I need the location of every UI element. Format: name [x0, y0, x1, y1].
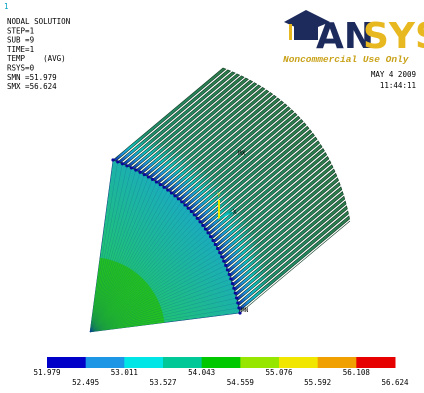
info-line: SUB =9 — [7, 36, 34, 45]
fin-root — [218, 251, 221, 254]
legend-label: 56.108 — [343, 368, 371, 377]
fin-root — [234, 291, 237, 294]
fin-root — [224, 264, 227, 267]
legend-swatch — [279, 357, 318, 368]
fin-root — [111, 158, 114, 161]
fin-root — [235, 296, 238, 299]
legend-swatch — [202, 357, 241, 368]
logo: AN SYS Noncommercial Use Only — [283, 10, 424, 65]
fin-root — [220, 255, 223, 258]
info-line: STEP=1 — [7, 26, 34, 35]
legend-label: 56.624 — [381, 378, 409, 387]
legend-label: 51.979 — [33, 368, 60, 377]
info-line: SMX =56.624 — [7, 82, 57, 91]
info-line: TIME=1 — [7, 45, 34, 54]
fin-root — [236, 301, 239, 304]
legend-swatch — [47, 357, 86, 368]
legend-label: 52.495 — [72, 378, 99, 387]
legend-swatch — [356, 357, 395, 368]
fin-root — [214, 243, 217, 246]
logo-sys: SYS — [363, 16, 424, 57]
legend-label: 54.559 — [227, 378, 254, 387]
legend-label: 54.043 — [188, 368, 215, 377]
fin-root — [231, 282, 234, 285]
fin-root — [226, 268, 229, 271]
legend-label: 53.527 — [149, 378, 176, 387]
notice: Noncommercial Use Only — [283, 54, 409, 65]
min-label: MN — [241, 307, 249, 314]
legend-label: 53.011 — [111, 368, 138, 377]
axis-x: X — [233, 209, 237, 216]
info-line: NODAL SOLUTION — [7, 17, 70, 26]
fin-root — [228, 273, 231, 276]
time: 11:44:11 — [380, 81, 416, 90]
legend-label: 55.076 — [265, 368, 293, 377]
fin-root — [222, 259, 225, 262]
date: MAY 4 2009 — [371, 70, 416, 79]
fin-root — [229, 277, 232, 280]
info-line: TEMP (AVG) — [7, 54, 66, 63]
axis-y: Y — [217, 192, 221, 199]
legend-swatch — [86, 357, 125, 368]
legend-swatch — [240, 357, 279, 368]
legend-label: 55.592 — [304, 378, 331, 387]
info-block: NODAL SOLUTIONSTEP=1SUB =9TIME=1TEMP (AV… — [7, 17, 70, 91]
info-line: RSYS=0 — [7, 64, 35, 73]
legend-swatch — [124, 357, 163, 368]
fin-root — [232, 287, 235, 290]
legend-swatch — [163, 357, 202, 368]
max-label: MX — [238, 150, 246, 157]
legend-swatch — [318, 357, 357, 368]
color-legend: 51.979 52.495 53.011 53.527 54.043 54.559 55.0… — [33, 357, 409, 387]
fin-root — [209, 235, 212, 238]
viewport: 1 NODAL SOLUTIONSTEP=1SUB =9TIME=1TEMP (… — [0, 0, 424, 393]
screen: 1 NODAL SOLUTIONSTEP=1SUB =9TIME=1TEMP (… — [0, 0, 424, 393]
fin-root — [216, 247, 219, 250]
fin-root — [211, 239, 214, 242]
corner-label: 1 — [4, 2, 9, 11]
info-line: SMN =51.979 — [7, 73, 57, 82]
